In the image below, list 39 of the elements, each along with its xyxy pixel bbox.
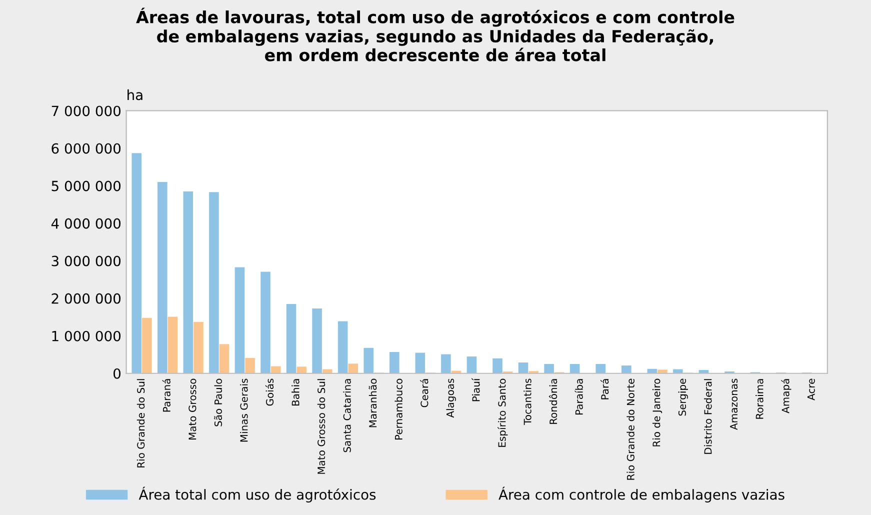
x-tick-label: Ceará	[420, 379, 428, 408]
x-tick-label: Amapá	[781, 379, 792, 414]
x-tick-label: Minas Gerais	[240, 378, 248, 442]
x-tick-label: Sergipe	[678, 378, 688, 416]
x-tick-label: Tocantins	[524, 378, 532, 425]
x-tick-label: Rio de Janeiro	[652, 378, 662, 446]
x-tick-label: Distrito Federal	[704, 379, 712, 454]
x-tick-label: Piauí	[472, 378, 480, 402]
x-tick-label: Rio Grande do Sul	[136, 379, 145, 468]
chart-title: Áreas de lavouras, total com uso de agrotóxicos e com controle de embalagens vazias, segundo as Unidades da Federação, em ordem decrescente de área total	[136, 8, 734, 62]
x-tick-label: Roraima	[756, 379, 764, 419]
x-tick-label: Alagoas	[446, 378, 456, 418]
x-tick-label: Paraíba	[574, 379, 583, 414]
x-tick-label: Maranhão	[368, 378, 377, 428]
y-tick-label: 0	[114, 368, 121, 379]
y-tick-label: 3 000 000	[52, 256, 121, 266]
x-tick-label: São Paulo	[214, 378, 222, 426]
x-tick-label: Bahia	[292, 379, 300, 406]
x-tick-label: Pará	[600, 379, 609, 400]
x-tick-label: Rondônia	[548, 379, 558, 424]
y-tick-label: 1 000 000	[52, 330, 121, 342]
x-tick-label: Santa Catarina	[343, 379, 351, 452]
x-tick-label: Pernambuco	[394, 378, 402, 440]
y-tick-label: 6 000 000	[52, 143, 121, 154]
y-tick-label: 2 000 000	[52, 293, 121, 304]
legend-label: Área com controle de embalagens vazias	[498, 486, 784, 502]
y-tick-label: 5 000 000	[52, 180, 121, 192]
y-axis-title: ha	[128, 89, 142, 100]
y-tick-label: 4 000 000	[51, 218, 121, 229]
x-tick-label: Amazonas	[730, 378, 738, 430]
legend-label: Área total com uso de agrotóxicos	[138, 486, 376, 502]
x-tick-label: Mato Grosso do Sul	[317, 379, 326, 474]
y-tick-label: 7 000 000	[52, 106, 121, 116]
x-tick-label: Rio Grande do Norte	[626, 378, 634, 480]
x-tick-label: Goiás	[265, 378, 274, 406]
x-tick-label: Paraná	[162, 379, 170, 412]
x-tick-label: Acre	[807, 378, 815, 400]
x-tick-label: Espírito Santo	[498, 378, 508, 447]
x-tick-label: Mato Grosso	[188, 378, 196, 440]
